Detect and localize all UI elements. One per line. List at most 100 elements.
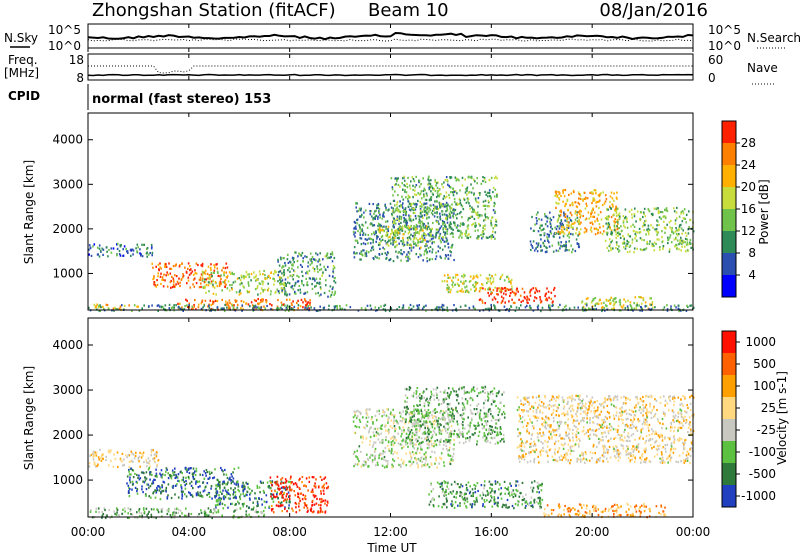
data-cell — [156, 465, 158, 468]
data-cell — [517, 290, 519, 293]
data-cell — [669, 236, 671, 239]
data-cell — [156, 508, 158, 511]
data-cell — [494, 305, 496, 308]
data-cell — [428, 250, 431, 253]
data-cell — [363, 249, 365, 252]
data-cell — [452, 194, 455, 197]
data-cell — [422, 189, 425, 193]
data-cell — [487, 199, 490, 202]
data-cell — [108, 508, 111, 512]
data-cell — [415, 428, 417, 431]
data-cell — [433, 188, 435, 191]
data-cell — [445, 237, 448, 240]
data-cell — [238, 290, 241, 293]
data-cell — [488, 179, 491, 182]
data-cell — [160, 267, 162, 270]
data-cell — [118, 249, 121, 253]
data-cell — [381, 464, 384, 467]
data-cell — [676, 247, 678, 250]
data-cell — [461, 275, 463, 278]
data-cell — [398, 229, 401, 232]
data-cell — [449, 276, 451, 279]
data-cell — [689, 242, 691, 245]
data-cell — [609, 226, 611, 229]
data-cell — [276, 480, 279, 483]
data-cell — [208, 306, 211, 309]
data-cell — [442, 197, 445, 200]
data-cell — [439, 456, 441, 459]
data-cell — [195, 272, 198, 275]
data-cell — [571, 203, 573, 206]
data-cell — [190, 512, 193, 516]
data-cell — [546, 287, 548, 290]
data-cell — [624, 217, 626, 220]
data-cell — [293, 305, 296, 308]
data-cell — [401, 195, 403, 198]
data-cell — [633, 247, 636, 250]
data-cell — [286, 510, 288, 513]
data-cell — [361, 213, 363, 216]
data-cell — [301, 251, 304, 255]
data-cell — [234, 491, 237, 494]
data-cell — [587, 297, 589, 300]
data-cell — [137, 476, 139, 479]
data-cell — [130, 254, 132, 257]
data-cell — [627, 233, 629, 236]
data-cell — [468, 202, 470, 205]
data-cell — [363, 216, 365, 219]
data-cell — [102, 457, 104, 460]
data-cell — [386, 429, 389, 432]
data-cell — [365, 416, 368, 419]
data-cell — [296, 274, 298, 277]
data-cell — [407, 225, 410, 228]
data-cell — [164, 279, 166, 282]
data-cell — [129, 478, 131, 482]
data-cell — [438, 432, 441, 435]
data-cell — [362, 224, 365, 227]
data-cell — [646, 228, 648, 231]
data-cell — [219, 275, 221, 278]
data-cell — [314, 485, 317, 488]
data-cell — [417, 244, 419, 247]
data-cell — [211, 275, 213, 278]
colorbar-tick-label: 4 — [748, 268, 756, 282]
data-cell — [413, 207, 415, 210]
data-cell — [233, 482, 236, 485]
data-cell — [527, 297, 529, 300]
data-cell — [279, 276, 281, 279]
data-cell — [418, 459, 420, 462]
data-cell — [679, 239, 682, 242]
data-cell — [566, 217, 568, 220]
data-cell — [248, 487, 251, 491]
data-cell — [451, 415, 454, 418]
data-cell — [235, 483, 238, 486]
data-cell — [192, 487, 194, 490]
data-cell — [314, 494, 317, 498]
data-cell — [324, 510, 327, 513]
data-cell — [236, 480, 239, 484]
data-cell — [458, 179, 460, 182]
data-cell — [417, 464, 419, 467]
data-cell — [119, 254, 122, 257]
data-cell — [542, 228, 544, 231]
data-cell — [425, 213, 428, 216]
data-cell — [255, 509, 258, 512]
data-cell — [408, 226, 411, 230]
data-cell — [494, 273, 497, 276]
data-cell — [238, 277, 241, 280]
data-cell — [403, 218, 406, 222]
data-cell — [230, 487, 232, 490]
data-cell — [239, 498, 242, 501]
data-cell — [428, 199, 431, 202]
data-cell — [546, 246, 548, 250]
data-cell — [642, 221, 645, 225]
data-cell — [190, 268, 192, 271]
data-cell — [419, 253, 421, 256]
data-cell — [175, 304, 177, 307]
data-cell — [445, 444, 448, 448]
data-cell — [371, 416, 373, 419]
data-cell — [534, 223, 536, 226]
data-cell — [628, 210, 631, 213]
data-cell — [155, 516, 157, 520]
data-cell — [145, 459, 147, 462]
